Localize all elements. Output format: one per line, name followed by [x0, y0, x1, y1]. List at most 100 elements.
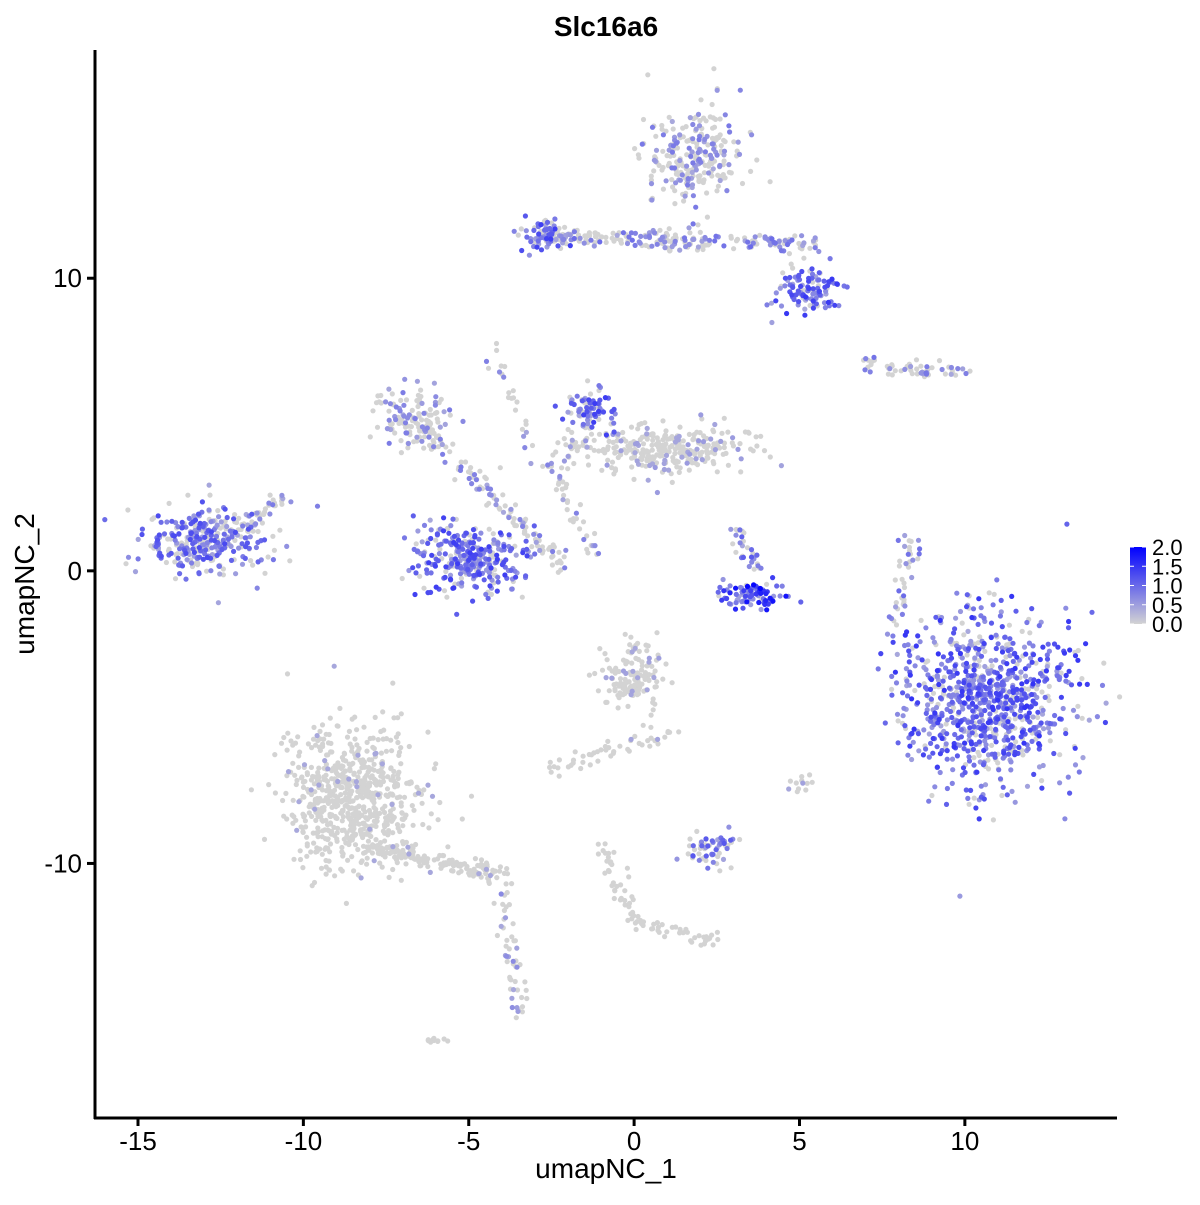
cell-point — [267, 492, 273, 498]
cell-point — [248, 787, 254, 793]
cell-point — [688, 938, 694, 944]
cell-point — [923, 625, 929, 631]
cell-point — [1035, 714, 1041, 721]
cell-point — [500, 492, 506, 498]
cell-point — [787, 274, 793, 281]
cell-point — [431, 444, 437, 450]
cell-point — [648, 724, 654, 730]
cell-point — [704, 190, 710, 196]
cell-point — [696, 137, 702, 143]
cell-point — [371, 800, 377, 806]
cell-point — [613, 449, 619, 455]
cell-point — [685, 851, 691, 857]
cell-point — [764, 581, 770, 587]
cell-point — [204, 554, 210, 561]
cell-point — [965, 795, 971, 802]
cell-point — [651, 674, 657, 681]
cell-point — [961, 700, 967, 706]
cell-point — [685, 176, 691, 182]
cell-point — [208, 529, 214, 535]
cell-point — [905, 551, 911, 557]
cell-point — [478, 857, 485, 863]
cell-point — [982, 684, 988, 690]
cell-point — [375, 792, 381, 798]
cell-point — [177, 546, 183, 552]
cell-point — [585, 462, 592, 468]
cell-point — [715, 183, 722, 189]
cell-point — [283, 790, 289, 797]
cell-point — [1024, 619, 1030, 626]
cell-point — [176, 531, 182, 537]
cell-point — [674, 856, 680, 862]
cell-point — [991, 591, 997, 597]
cell-point — [971, 795, 977, 801]
cell-point — [459, 580, 465, 586]
cell-point — [388, 765, 394, 771]
cell-point — [801, 240, 807, 246]
cell-point — [328, 831, 334, 837]
cell-point — [653, 684, 659, 690]
cell-point — [659, 126, 665, 132]
cell-point — [580, 753, 586, 759]
cell-point — [948, 651, 954, 657]
cell-point — [800, 780, 806, 786]
cell-point — [463, 530, 469, 536]
cell-point — [1029, 691, 1035, 698]
cell-point — [679, 172, 685, 178]
cell-point — [921, 727, 927, 733]
cell-point — [929, 365, 935, 371]
cell-point — [1029, 659, 1035, 665]
cell-point — [239, 541, 245, 547]
cell-point — [699, 843, 705, 849]
cell-point — [561, 492, 567, 498]
cell-point — [825, 299, 832, 305]
cell-point — [649, 197, 655, 203]
cell-point — [998, 597, 1004, 604]
cell-point — [782, 238, 788, 244]
cell-point — [184, 557, 190, 563]
cell-point — [711, 146, 717, 152]
cell-point — [434, 416, 440, 422]
cell-point — [308, 787, 314, 793]
cell-point — [569, 437, 575, 443]
cell-point — [1067, 647, 1073, 653]
cell-point — [512, 522, 518, 529]
cell-point — [314, 503, 321, 509]
cell-point — [1000, 784, 1006, 790]
cell-point — [645, 72, 651, 78]
cell-point — [933, 704, 940, 711]
cell-point — [588, 431, 595, 437]
cell-point — [714, 929, 721, 935]
cell-point — [686, 843, 693, 849]
cell-point — [697, 229, 703, 235]
cell-point — [728, 526, 734, 532]
cell-point — [410, 513, 416, 519]
cell-point — [538, 222, 544, 228]
cell-point — [390, 866, 396, 873]
cell-point — [1010, 700, 1016, 706]
cell-point — [717, 116, 723, 122]
cell-point — [810, 279, 816, 285]
cell-point — [603, 432, 610, 438]
cell-point — [1022, 673, 1029, 679]
cell-point — [534, 244, 540, 250]
cell-point — [512, 502, 519, 508]
cell-point — [349, 805, 356, 811]
cell-point — [651, 168, 657, 174]
cell-point — [783, 593, 789, 599]
cell-point — [331, 787, 338, 793]
cell-point — [447, 572, 454, 578]
cell-point — [478, 861, 484, 868]
cell-point — [555, 243, 561, 249]
cell-point — [632, 242, 638, 248]
cell-point — [374, 814, 380, 820]
cell-point — [340, 770, 346, 776]
cell-point — [615, 431, 621, 437]
cell-point — [272, 752, 278, 758]
cell-point — [680, 125, 686, 131]
cell-point — [302, 778, 308, 784]
cell-point — [504, 959, 510, 965]
cell-point — [892, 577, 898, 583]
cell-point — [981, 697, 987, 703]
cell-point — [987, 734, 993, 740]
